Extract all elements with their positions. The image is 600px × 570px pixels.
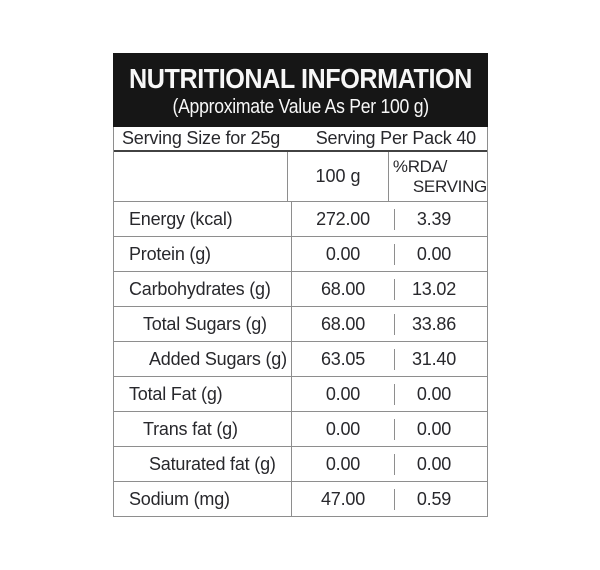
serving-size-text: Serving Size for 25g	[122, 128, 281, 148]
rda-header-line2: SERVING	[412, 176, 487, 196]
rda-per-serving-value: 3.39	[416, 208, 452, 229]
rda-column-header: %RDA/ SERVING	[389, 152, 487, 201]
per-100g-value: 68.00	[292, 313, 395, 335]
rda-per-serving-value: 0.00	[416, 383, 452, 404]
serving-info-row: Serving Size for 25g Serving Per Pack 40	[114, 127, 487, 152]
nutrient-label: Sodium (mg)	[114, 482, 292, 516]
rda-per-serving-value: 0.59	[416, 488, 452, 509]
label-title: NUTRITIONAL INFORMATION	[129, 63, 472, 95]
per-100g-value: 272.00	[292, 208, 395, 230]
table-row: Protein (g) 0.00 0.00	[114, 237, 487, 272]
per-100g-column-header: 100 g	[288, 152, 389, 201]
table-row: Trans fat (g) 0.00 0.00	[114, 412, 487, 447]
rda-header-line1: %RDA/	[392, 156, 448, 176]
nutrition-label: NUTRITIONAL INFORMATION (Approximate Val…	[113, 53, 488, 517]
nutrient-label: Energy (kcal)	[114, 202, 292, 236]
serving-per-pack-text: Serving Per Pack 40	[315, 128, 476, 148]
rda-per-serving-value: 0.00	[416, 418, 452, 439]
table-row: Total Fat (g) 0.00 0.00	[114, 377, 487, 412]
per-100g-value: 68.00	[292, 278, 395, 300]
table-row: Added Sugars (g) 63.05 31.40	[114, 342, 487, 377]
table-row: Energy (kcal) 272.00 3.39	[114, 202, 487, 237]
rda-per-serving-value: 13.02	[411, 278, 457, 299]
nutrient-label: Carbohydrates (g)	[114, 272, 292, 306]
per-100g-value: 0.00	[292, 418, 395, 440]
table-row: Sodium (mg) 47.00 0.59	[114, 482, 487, 517]
nutrient-label: Trans fat (g)	[114, 412, 292, 446]
rda-per-serving-value: 31.40	[411, 348, 457, 369]
table-row: Saturated fat (g) 0.00 0.00	[114, 447, 487, 482]
per-100g-value: 63.05	[292, 348, 395, 370]
rda-per-serving-value: 33.86	[411, 313, 457, 334]
rda-per-serving-value: 0.00	[416, 243, 452, 264]
rda-per-serving-value: 0.00	[416, 453, 452, 474]
per-100g-value: 0.00	[292, 243, 395, 265]
table-row: Carbohydrates (g) 68.00 13.02	[114, 272, 487, 307]
nutrient-column-header-empty	[114, 152, 289, 201]
table-row: Total Sugars (g) 68.00 33.86	[114, 307, 487, 342]
label-header: NUTRITIONAL INFORMATION (Approximate Val…	[113, 53, 488, 127]
nutrient-label: Total Fat (g)	[114, 377, 292, 411]
column-header-row: 100 g %RDA/ SERVING	[114, 152, 487, 202]
label-subtitle: (Approximate Value As Per 100 g)	[172, 95, 429, 118]
per-100g-value: 0.00	[292, 453, 395, 475]
nutrient-rows: Energy (kcal) 272.00 3.39 Protein (g) 0.…	[114, 202, 487, 517]
nutrient-label: Added Sugars (g)	[114, 342, 292, 376]
per-100g-value: 47.00	[292, 488, 395, 510]
nutrient-label: Protein (g)	[114, 237, 292, 271]
per-100g-value: 0.00	[292, 383, 395, 405]
nutrient-label: Total Sugars (g)	[114, 307, 292, 341]
nutrition-table: Serving Size for 25g Serving Per Pack 40…	[113, 127, 488, 517]
nutrient-label: Saturated fat (g)	[114, 447, 292, 481]
